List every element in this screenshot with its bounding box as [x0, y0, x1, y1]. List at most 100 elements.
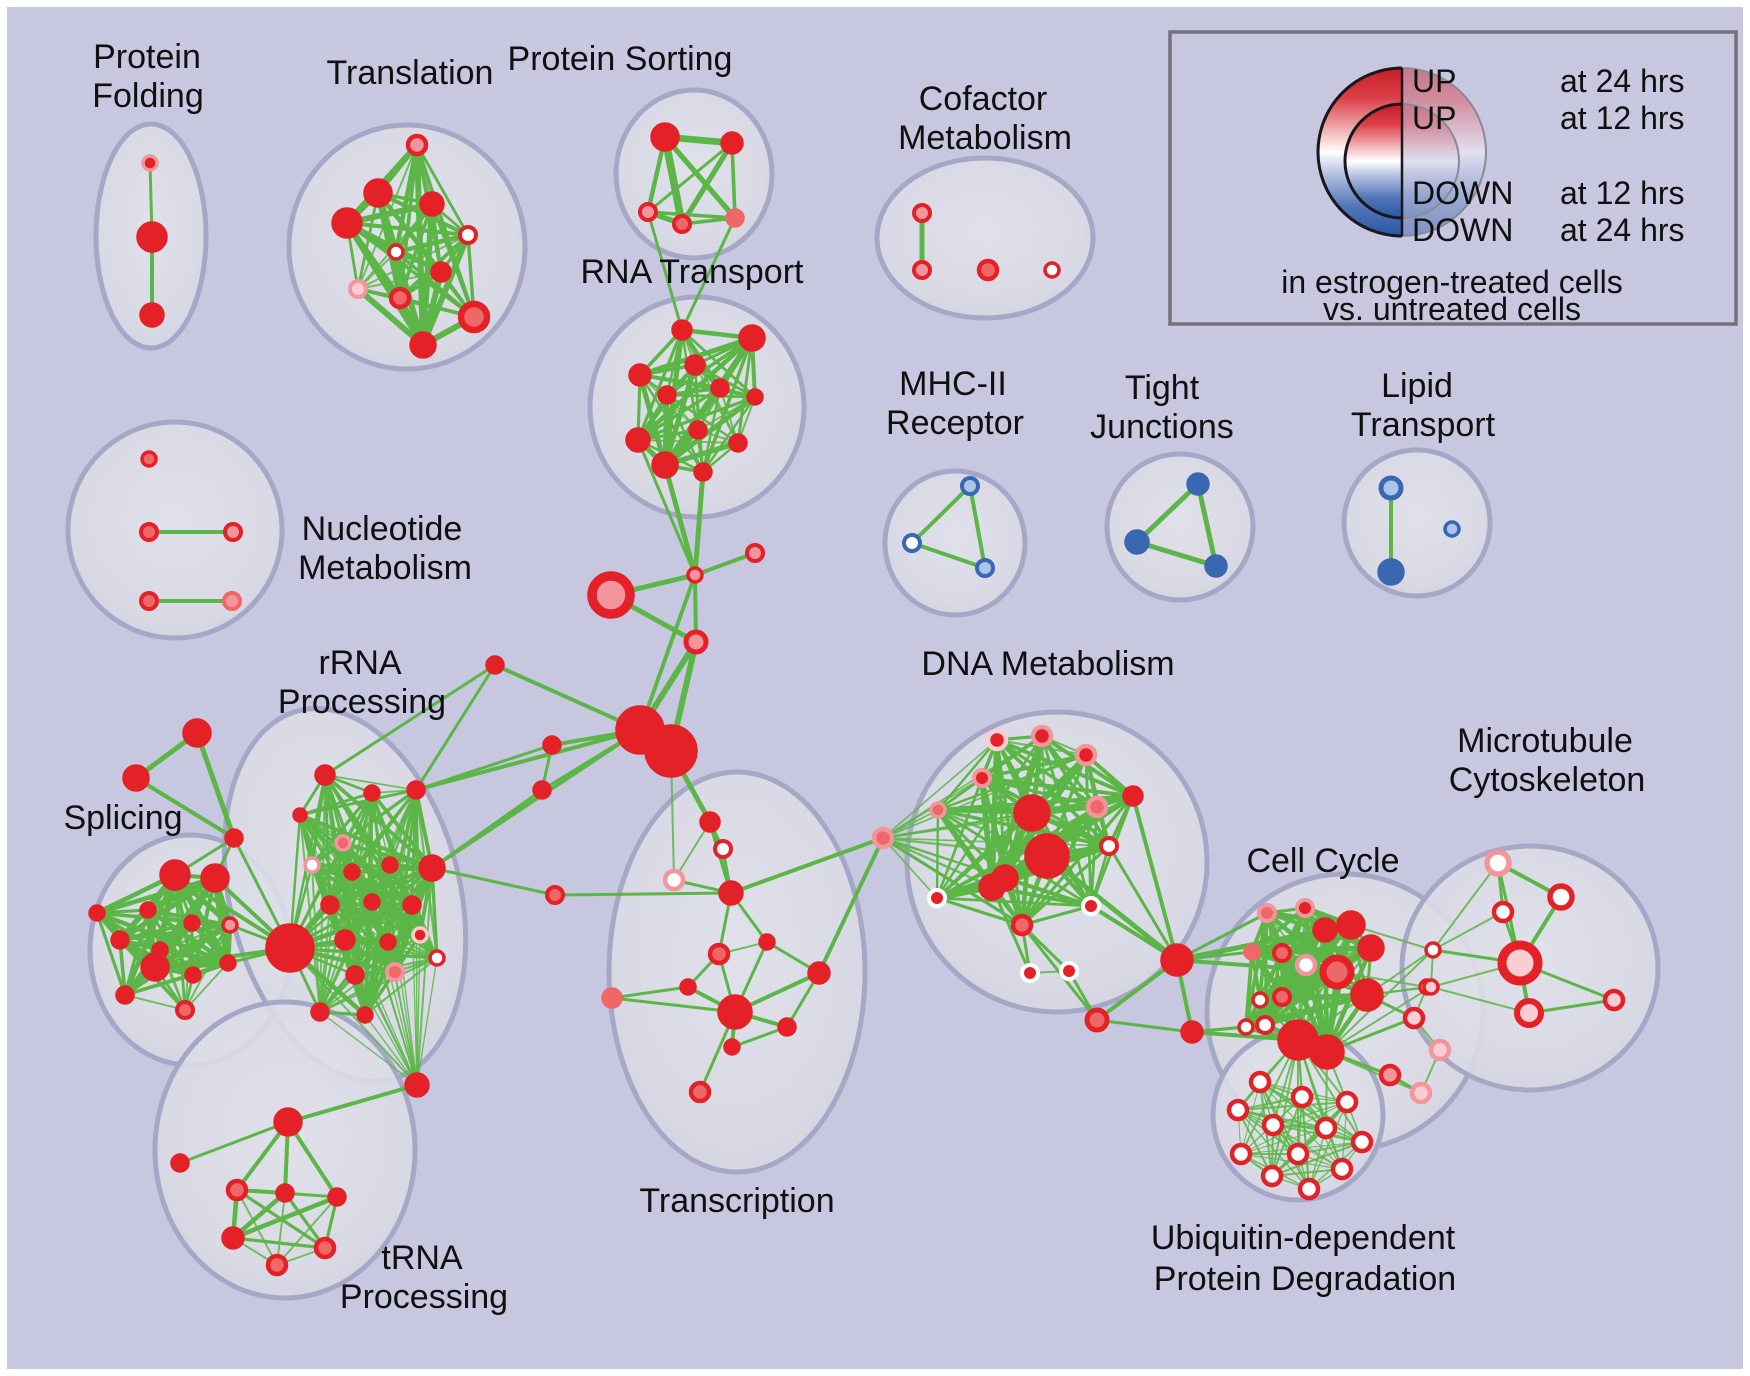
- gene-node: [265, 1253, 289, 1277]
- edge: [553, 891, 733, 897]
- gene-node: [1428, 1038, 1452, 1062]
- cluster-ellipse-cofactor_metabolism: [874, 155, 1096, 321]
- edge: [123, 961, 230, 997]
- gene-node: [688, 1080, 712, 1104]
- cluster-label-lipid_transport: Lipid: [1381, 367, 1453, 405]
- gene-node: [331, 207, 363, 239]
- edge: [646, 210, 737, 220]
- gene-node: [717, 994, 753, 1030]
- gene-node: [275, 1183, 295, 1203]
- gene-node: [175, 1000, 195, 1020]
- gene-node: [273, 1107, 303, 1137]
- cluster-label-tight_junctions: Junctions: [1090, 408, 1234, 446]
- edge: [1430, 986, 1530, 1014]
- gene-node: [912, 203, 932, 223]
- gene-node: [223, 522, 243, 542]
- cluster-ellipse-lipid_transport: [1341, 447, 1493, 599]
- gene-node: [972, 768, 992, 788]
- gene-node: [140, 450, 158, 468]
- edge: [94, 910, 231, 966]
- gene-node: [225, 1178, 249, 1202]
- edge: [1195, 481, 1219, 569]
- gene-node: [139, 302, 165, 328]
- edge: [665, 393, 740, 445]
- edge: [430, 866, 439, 960]
- gene-node: [1010, 913, 1034, 937]
- gene-node: [1309, 1034, 1345, 1070]
- gene-node: [418, 854, 446, 882]
- edge: [661, 133, 686, 228]
- edge: [638, 573, 697, 732]
- cluster-ellipse-mhc2_receptor: [882, 468, 1028, 618]
- gene-node: [1272, 987, 1292, 1007]
- gene-node: [728, 433, 748, 453]
- edge: [729, 836, 885, 895]
- edge: [1095, 1018, 1194, 1034]
- cluster-label-microtubule_cytoskeleton: Cytoskeleton: [1449, 761, 1646, 799]
- edge: [286, 1083, 419, 1124]
- edge: [882, 837, 1092, 907]
- gene-node: [363, 893, 381, 911]
- edge: [276, 1192, 286, 1266]
- gene-node: [457, 300, 491, 334]
- edge: [673, 821, 711, 881]
- edge: [1131, 794, 1179, 962]
- gene-node: [343, 863, 361, 881]
- gene-node: [356, 1006, 374, 1024]
- gene-node: [458, 225, 478, 245]
- gene-node: [671, 319, 693, 341]
- gene-node: [1251, 991, 1269, 1009]
- gene-node: [985, 728, 1009, 752]
- gene-node: [1295, 898, 1315, 918]
- edge: [1107, 844, 1179, 962]
- gene-node: [314, 764, 336, 786]
- edge: [693, 551, 757, 577]
- cluster-label-rrna_processing: Processing: [278, 683, 446, 721]
- edge: [646, 210, 684, 332]
- edge: [363, 956, 439, 1017]
- gene-node: [1261, 1113, 1285, 1137]
- cluster-label-ubiquitin_degradation: Ubiquitin-dependent: [1151, 1219, 1456, 1257]
- gene-node: [1043, 261, 1061, 279]
- gene-node: [430, 261, 452, 283]
- gene-node: [1350, 978, 1384, 1012]
- edge: [1272, 1101, 1348, 1126]
- cluster-label-mhc2_receptor: MHC-II: [899, 365, 1007, 403]
- edge: [178, 1120, 290, 1165]
- cluster-label-ubiquitin_degradation: Protein Degradation: [1154, 1260, 1456, 1298]
- edge: [414, 728, 642, 792]
- edge: [662, 134, 738, 221]
- gene-node: [1099, 836, 1119, 856]
- gene-node: [713, 839, 733, 859]
- gene-node: [718, 880, 744, 906]
- edge: [1432, 911, 1504, 951]
- gene-node: [1350, 1130, 1374, 1154]
- edge: [319, 1011, 418, 1086]
- edge: [493, 663, 642, 732]
- gene-node: [587, 571, 635, 619]
- edge: [430, 202, 476, 319]
- edge: [701, 395, 757, 474]
- gene-node: [1497, 940, 1543, 986]
- edge: [1270, 1140, 1364, 1178]
- edge: [357, 234, 469, 290]
- edge: [1240, 1127, 1327, 1155]
- cluster-label-mhc2_receptor: Receptor: [886, 404, 1024, 442]
- edge: [231, 1236, 327, 1250]
- gene-node: [170, 1153, 190, 1173]
- gene-node: [975, 558, 995, 578]
- gene-node: [200, 863, 230, 893]
- edge: [1432, 862, 1499, 951]
- gene-node: [1124, 529, 1150, 555]
- gene-node: [807, 961, 831, 985]
- gene-node: [183, 914, 201, 932]
- edge: [319, 901, 373, 1013]
- edge: [980, 753, 1088, 780]
- legend-time-label: at 24 hrs: [1560, 212, 1685, 248]
- gene-node: [139, 522, 159, 542]
- edge: [416, 934, 421, 1086]
- edge: [319, 904, 331, 1013]
